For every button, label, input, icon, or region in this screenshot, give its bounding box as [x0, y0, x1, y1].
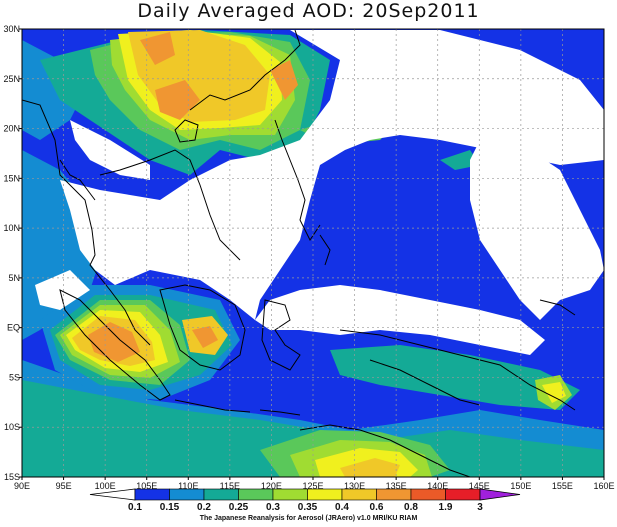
aod-missing-region — [575, 125, 604, 150]
colorbar-swatch — [341, 488, 377, 501]
data-credit: The Japanese Reanalysis for Aerosol (JRA… — [199, 515, 418, 522]
y-tick-label: EQ — [7, 323, 20, 333]
aod-missing-region — [70, 120, 150, 180]
x-tick-label: 160E — [593, 481, 614, 491]
colorbar-over-arrow — [479, 488, 521, 501]
aod-core-orange — [88, 322, 140, 362]
aod-core-orange — [270, 60, 298, 100]
colorbar-swatch — [376, 488, 412, 501]
colorbar-label: 0.8 — [404, 502, 418, 513]
x-tick-label: 90E — [14, 481, 30, 491]
y-tick-label: 30N — [3, 24, 20, 34]
colorbar-label: 3 — [477, 502, 483, 513]
colorbar-label: 0.3 — [266, 502, 280, 513]
map-title: Daily Averaged AOD: 20Sep2011 — [137, 0, 480, 22]
aod-core-orange — [140, 32, 175, 65]
colorbar: 0.1 0.15 0.2 0.25 0.3 0.35 0.4 0.6 0.8 1.9 3 — [89, 488, 521, 513]
y-tick-label: 25N — [3, 74, 20, 84]
y-tick-label: 10S — [4, 422, 20, 432]
x-tick-label: 135E — [386, 481, 407, 491]
aod-hotspot — [542, 382, 566, 403]
aod-field — [22, 29, 604, 477]
aod-missing-region — [60, 30, 604, 320]
colorbar-swatch — [238, 488, 274, 501]
latitude-axis: 30N 25N 20N 15N 10N 5N EQ 5S 10S 15S — [3, 24, 22, 482]
aod-missing-region — [255, 285, 545, 355]
colorbar-label: 0.25 — [229, 502, 249, 513]
colorbar-label: 0.1 — [128, 502, 142, 513]
colorbar-swatch — [134, 488, 170, 501]
y-tick-label: 20N — [3, 124, 20, 134]
aod-plume-south — [340, 458, 400, 477]
x-tick-label: 110E — [178, 481, 198, 491]
colorbar-label: 0.4 — [335, 502, 349, 513]
x-tick-label: 120E — [261, 481, 282, 491]
colorbar-label: 0.6 — [370, 502, 384, 513]
colorbar-swatch — [169, 488, 205, 501]
y-tick-label: 5S — [9, 372, 20, 382]
x-tick-label: 155E — [552, 481, 573, 491]
aod-band-teal — [22, 380, 604, 477]
colorbar-label: 0.35 — [298, 502, 318, 513]
x-tick-label: 95E — [56, 481, 72, 491]
x-tick-label: 140E — [427, 481, 448, 491]
map-grid — [22, 29, 604, 477]
x-tick-label: 145E — [469, 481, 490, 491]
colorbar-swatch — [272, 488, 308, 501]
y-tick-label: 15N — [3, 173, 20, 183]
aod-missing-region — [35, 270, 90, 310]
colorbar-swatch — [307, 488, 343, 501]
x-tick-label: 100E — [95, 481, 116, 491]
aod-missing-region — [470, 140, 604, 320]
x-tick-label: 115E — [220, 481, 240, 491]
x-tick-label: 125E — [302, 481, 323, 491]
x-tick-label: 150E — [510, 481, 531, 491]
y-tick-label: 15S — [4, 472, 20, 482]
colorbar-swatch — [203, 488, 239, 501]
colorbar-label: 0.2 — [197, 502, 211, 513]
aod-core-orange — [155, 80, 200, 120]
aod-borneo — [192, 326, 218, 348]
x-tick-label: 130E — [344, 481, 365, 491]
aod-band-teal — [330, 345, 580, 410]
colorbar-label: 1.9 — [439, 502, 453, 513]
longitude-axis: 90E 95E 100E 105E 110E 115E 120E 125E 130E 135E 14… — [14, 477, 615, 491]
y-tick-label: 10N — [3, 223, 20, 233]
x-tick-label: 105E — [136, 481, 157, 491]
colorbar-swatch — [445, 488, 481, 501]
coastlines — [22, 29, 576, 477]
y-tick-label: 5N — [8, 273, 20, 283]
colorbar-label: 0.15 — [160, 502, 180, 513]
colorbar-swatch — [410, 488, 446, 501]
